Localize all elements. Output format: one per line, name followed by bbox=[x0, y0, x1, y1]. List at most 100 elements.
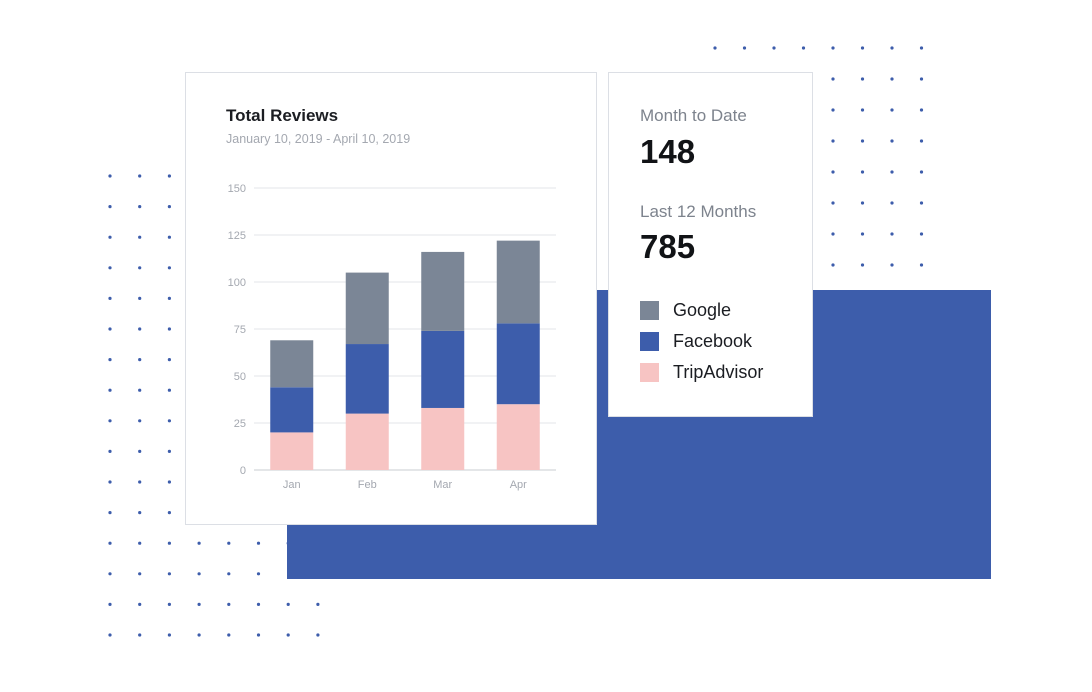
decorative-dot bbox=[138, 633, 142, 637]
bar-segment-facebook bbox=[421, 330, 465, 408]
decorative-dot bbox=[108, 633, 112, 637]
decorative-dot bbox=[138, 235, 142, 239]
decorative-dot bbox=[919, 201, 924, 205]
decorative-dot bbox=[919, 263, 924, 267]
decorative-dot bbox=[919, 232, 924, 236]
decorative-dot bbox=[919, 108, 924, 112]
decorative-dot bbox=[890, 170, 894, 174]
month-to-date-label: Month to Date bbox=[640, 106, 747, 125]
decorative-dot bbox=[167, 572, 171, 576]
decorative-dot bbox=[108, 602, 112, 607]
decorative-dot bbox=[227, 633, 231, 637]
legend-label-facebook: Facebook bbox=[673, 331, 753, 351]
y-tick-label: 100 bbox=[228, 277, 246, 289]
last-12-months-value: 785 bbox=[640, 228, 696, 265]
last-12-months-label: Last 12 Months bbox=[640, 202, 757, 221]
decorative-dot bbox=[138, 205, 142, 209]
decorative-dot bbox=[890, 108, 894, 112]
decorative-dot bbox=[713, 46, 717, 50]
decorative-dot bbox=[108, 296, 112, 300]
bar-segment-tripadvisor bbox=[345, 413, 389, 470]
decorative-dot bbox=[138, 602, 142, 607]
decorative-dot bbox=[138, 358, 142, 362]
decorative-dot bbox=[227, 602, 231, 607]
bar-segment-facebook bbox=[345, 344, 389, 414]
legend-label-google: Google bbox=[673, 300, 732, 320]
bar-segment-google bbox=[345, 272, 389, 345]
decorative-dot bbox=[890, 46, 894, 50]
y-tick-label: 150 bbox=[228, 183, 246, 195]
decorative-dot bbox=[138, 449, 142, 453]
stacked-bar-chart: 0 25 50 75 100 125 150 Jan Feb Mar Apr bbox=[228, 183, 556, 491]
y-tick-label: 50 bbox=[234, 371, 246, 383]
decorative-dot bbox=[256, 602, 261, 607]
decorative-dot bbox=[167, 449, 171, 453]
decorative-dot bbox=[860, 263, 865, 267]
decorative-dot bbox=[316, 602, 320, 607]
decorative-dot bbox=[167, 480, 171, 484]
chart-legend: Google Facebook TripAdvisor bbox=[640, 295, 763, 388]
decorative-dot bbox=[860, 170, 865, 174]
decorative-dot bbox=[227, 572, 231, 576]
legend-swatch-google bbox=[640, 301, 659, 320]
legend-item-facebook: Facebook bbox=[640, 326, 763, 357]
decorative-dot bbox=[286, 602, 290, 607]
decorative-dot bbox=[138, 419, 142, 423]
decorative-dot bbox=[831, 77, 835, 81]
review-stats-card: Month to Date 148 Last 12 Months 785 Goo… bbox=[608, 72, 813, 417]
total-reviews-chart-card: Total Reviews January 10, 2019 - April 1… bbox=[185, 72, 597, 525]
decorative-dot bbox=[108, 266, 112, 270]
decorative-dot bbox=[167, 419, 171, 423]
x-tick-label: Mar bbox=[433, 479, 452, 491]
decorative-dot bbox=[167, 358, 171, 362]
month-to-date-value: 148 bbox=[640, 133, 696, 170]
decorative-dot bbox=[108, 327, 112, 331]
decorative-dot bbox=[138, 174, 142, 178]
decorative-dot bbox=[831, 46, 835, 50]
decorative-dot bbox=[167, 174, 171, 178]
y-tick-label: 0 bbox=[240, 465, 246, 477]
decorative-dot bbox=[138, 296, 142, 300]
decorative-dot bbox=[167, 266, 171, 270]
decorative-dot bbox=[772, 46, 776, 50]
decorative-dot bbox=[138, 327, 142, 331]
bar-segment-tripadvisor bbox=[496, 404, 540, 470]
decorative-dot bbox=[831, 108, 835, 112]
decorative-dot bbox=[890, 77, 894, 81]
decorative-dot bbox=[890, 232, 894, 236]
decorative-dot bbox=[108, 449, 112, 453]
decorative-dot bbox=[167, 296, 171, 300]
y-tick-label: 25 bbox=[234, 418, 246, 430]
decorative-dot bbox=[256, 572, 261, 576]
decorative-dot bbox=[197, 602, 201, 607]
decorative-dot bbox=[197, 541, 201, 545]
decorative-dot bbox=[167, 602, 171, 607]
decorative-dot bbox=[860, 139, 865, 143]
decorative-dot bbox=[108, 480, 112, 484]
decorative-dot bbox=[167, 235, 171, 239]
decorative-dot bbox=[860, 232, 865, 236]
decorative-dot bbox=[108, 235, 112, 239]
decorative-dot bbox=[256, 541, 261, 545]
decorative-dot bbox=[167, 205, 171, 209]
decorative-dot bbox=[108, 174, 112, 178]
x-tick-label: Jan bbox=[283, 479, 301, 491]
decorative-dot bbox=[138, 266, 142, 270]
decorative-dot bbox=[138, 510, 142, 515]
decorative-dot bbox=[890, 263, 894, 267]
decorative-dot bbox=[167, 633, 171, 637]
decorative-dot bbox=[919, 46, 924, 50]
decorative-dot bbox=[831, 170, 835, 174]
decorative-dot bbox=[138, 480, 142, 484]
decorative-dot bbox=[108, 358, 112, 362]
legend-item-tripadvisor: TripAdvisor bbox=[640, 357, 763, 388]
decorative-dot bbox=[860, 77, 865, 81]
decorative-dot bbox=[919, 170, 924, 174]
decorative-dot bbox=[831, 201, 835, 205]
decorative-dot bbox=[801, 46, 806, 50]
decorative-dot bbox=[919, 77, 924, 81]
bar-segment-facebook bbox=[270, 387, 314, 433]
decorative-dot bbox=[167, 541, 171, 545]
bar-segment-tripadvisor bbox=[421, 407, 465, 470]
